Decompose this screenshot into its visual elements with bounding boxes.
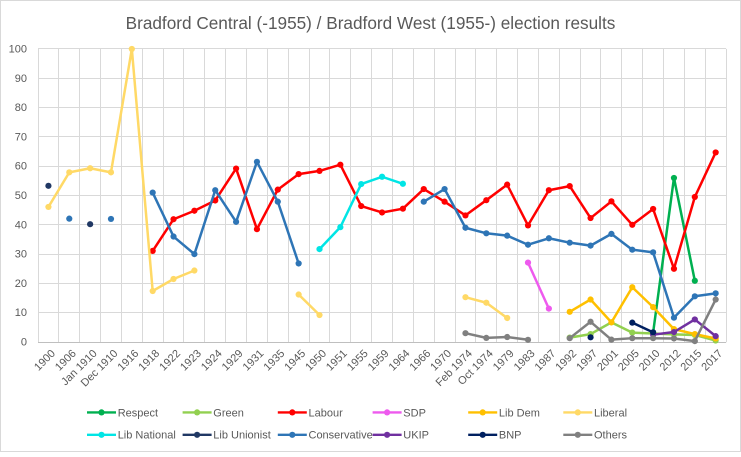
svg-text:Conservative: Conservative: [309, 430, 373, 442]
svg-text:Lib Dem: Lib Dem: [499, 407, 540, 419]
svg-text:60: 60: [15, 161, 27, 173]
svg-text:30: 30: [15, 249, 27, 261]
svg-text:90: 90: [15, 73, 27, 85]
svg-text:Liberal: Liberal: [594, 407, 627, 419]
svg-text:BNP: BNP: [499, 430, 522, 442]
svg-text:Bradford Central (-1955) / Bra: Bradford Central (-1955) / Bradford West…: [126, 13, 616, 33]
svg-text:SDP: SDP: [403, 407, 426, 419]
svg-text:Labour: Labour: [309, 407, 344, 419]
svg-text:20: 20: [15, 278, 27, 290]
svg-text:Respect: Respect: [118, 407, 158, 419]
svg-text:80: 80: [15, 102, 27, 114]
svg-text:UKIP: UKIP: [403, 430, 429, 442]
svg-text:Others: Others: [594, 430, 628, 442]
svg-text:Green: Green: [213, 407, 244, 419]
svg-text:70: 70: [15, 131, 27, 143]
svg-text:Lib Unionist: Lib Unionist: [213, 430, 270, 442]
svg-text:0: 0: [21, 337, 27, 349]
svg-text:Lib National: Lib National: [118, 430, 176, 442]
svg-text:10: 10: [15, 307, 27, 319]
svg-text:100: 100: [9, 44, 27, 56]
svg-text:40: 40: [15, 219, 27, 231]
svg-text:50: 50: [15, 190, 27, 202]
